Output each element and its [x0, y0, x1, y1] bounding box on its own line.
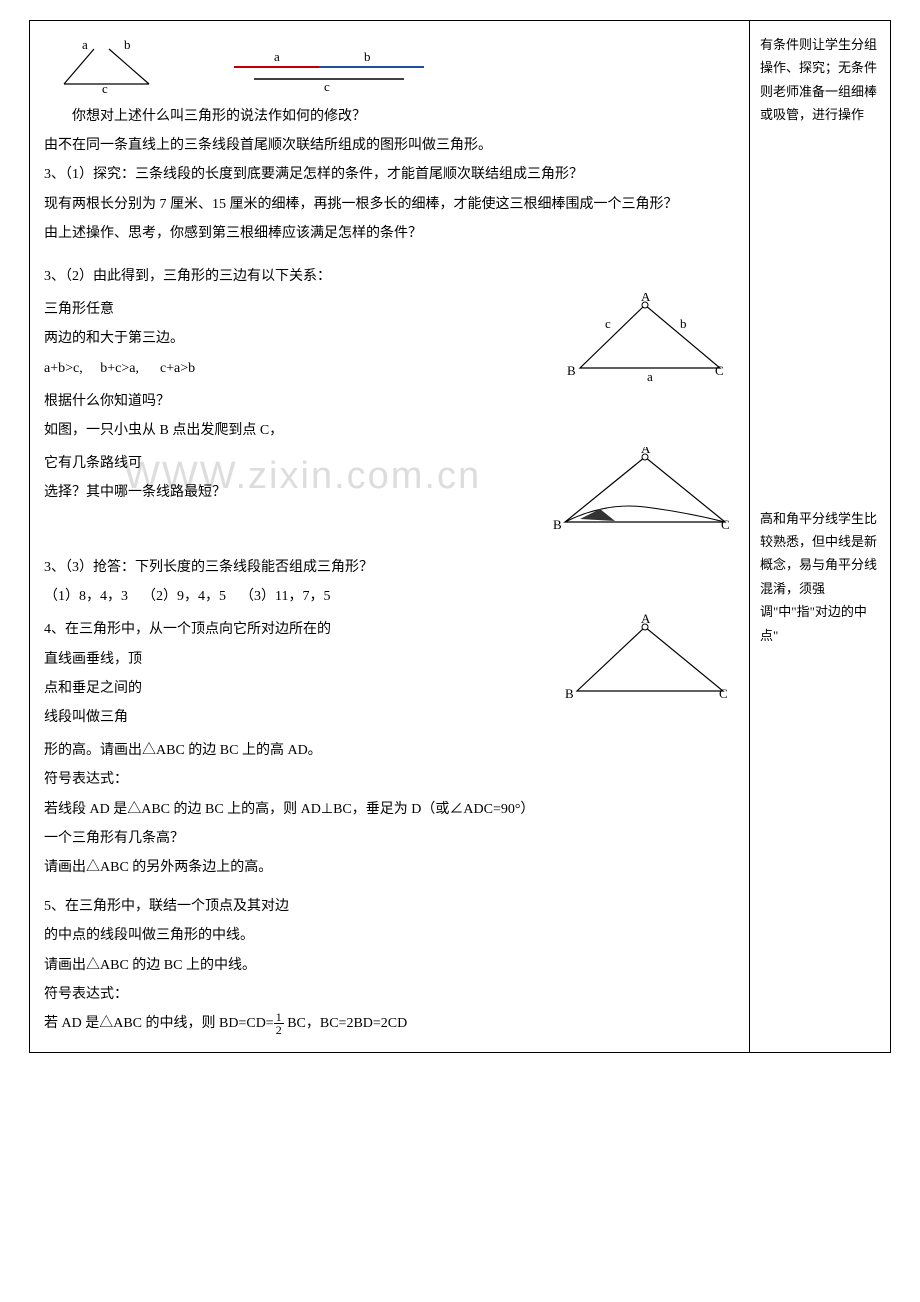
- s3-3-title: 3、（3）抢答：下列长度的三条线段能否组成三角形？: [44, 555, 735, 580]
- s5-l1: 5、在三角形中，联结一个顶点及其对边: [44, 894, 735, 919]
- triangle-small-diagram: a b c: [54, 39, 164, 94]
- bug-A: A: [641, 447, 651, 456]
- side-note-2: 高和角平分线学生比较熟悉，但中线是新概念，易与角平分线混淆，须强调"中"指"对边…: [760, 507, 880, 647]
- bug-B: B: [553, 517, 562, 532]
- line-segments-diagram: a b c: [224, 39, 444, 94]
- side-column: 有条件则让学生分组操作、探究；无条件则老师准备一组细棒或吸管，进行操作 高和角平…: [750, 21, 890, 1052]
- label-c2: c: [324, 79, 330, 94]
- s5-expr: 若 AD 是△ABC 的中线，则 BD=CD=12 BC，BC=2BD=2CD: [44, 1011, 735, 1036]
- s3-1-title: 3、（1）探究：三条线段的长度到底要满足怎样的条件，才能首尾顺次联结组成三角形？: [44, 162, 735, 187]
- s3-2-row2: WWW.zixin.com.cn 它有几条路线可 选择？其中哪一条线路最短？ A…: [44, 447, 735, 537]
- lbl-C: C: [715, 363, 724, 378]
- s4-q1: 一个三角形有几条高？: [44, 826, 735, 851]
- s3-1-q1: 现有两根长分别为 7 厘米、15 厘米的细棒，再挑一根多长的细棒，才能使这三根细…: [44, 192, 735, 217]
- s3-2-q4: 选择？其中哪一条线路最短？: [44, 480, 525, 505]
- s3-2-q1: 根据什么你知道吗？: [44, 389, 735, 414]
- fraction-half: 12: [274, 1011, 284, 1036]
- s4-sym: 符号表达式：: [44, 767, 735, 792]
- s4-l5: 形的高。请画出△ABC 的边 BC 上的高 AD。: [44, 738, 735, 763]
- triangle-abc-labeled: A B C c b a: [555, 293, 735, 383]
- s3-1-q2: 由上述操作、思考，你感到第三根细棒应该满足怎样的条件？: [44, 221, 735, 246]
- label-c: c: [102, 81, 108, 94]
- bug-C: C: [721, 517, 730, 532]
- def-triangle: 由不在同一条直线上的三条线段首尾顺次联结所组成的图形叫做三角形。: [44, 133, 735, 158]
- p-A: A: [641, 613, 651, 626]
- s4-l1: 4、在三角形中，从一个顶点向它所对边所在的: [44, 617, 535, 642]
- lbl-B: B: [567, 363, 576, 378]
- side-note-1: 有条件则让学生分组操作、探究；无条件则老师准备一组细棒或吸管，进行操作: [760, 33, 880, 127]
- lbl-b: b: [680, 316, 687, 331]
- s3-2-title: 3、（2）由此得到，三角形的三边有以下关系：: [44, 264, 735, 289]
- triangle-abc-plain: A B C: [555, 613, 735, 708]
- label-b2: b: [364, 49, 371, 64]
- main-column: a b c a b c 你想对上述什么叫三角形的说法作如何的修改？ 由不在同一条…: [30, 21, 750, 1052]
- triangle-bug-diagram: A B C: [545, 447, 735, 537]
- label-b: b: [124, 39, 131, 52]
- top-diagrams-row: a b c a b c: [54, 39, 735, 94]
- s5-l3: 请画出△ABC 的边 BC 上的中线。: [44, 953, 735, 978]
- s4-expr: 若线段 AD 是△ABC 的边 BC 上的高，则 AD⊥BC，垂足为 D（或∠A…: [44, 797, 735, 822]
- s4-l3: 点和垂足之间的: [44, 676, 535, 701]
- s4-l4: 线段叫做三角: [44, 705, 535, 730]
- q-modify: 你想对上述什么叫三角形的说法作如何的修改？: [44, 104, 735, 129]
- label-a2: a: [274, 49, 280, 64]
- lbl-a: a: [647, 369, 653, 383]
- label-a: a: [82, 39, 88, 52]
- s5-sym: 符号表达式：: [44, 982, 735, 1007]
- s3-2-rule1: 三角形任意: [44, 297, 535, 322]
- s3-2-q2: 如图，一只小虫从 B 点出发爬到点 C，: [44, 418, 735, 443]
- s4-q2: 请画出△ABC 的另外两条边上的高。: [44, 855, 735, 880]
- s4-row: 4、在三角形中，从一个顶点向它所对边所在的 直线画垂线，顶 点和垂足之间的 线段…: [44, 613, 735, 734]
- s3-2-rule2: 两边的和大于第三边。: [44, 326, 535, 351]
- p-C: C: [719, 686, 728, 701]
- s5-expr-post: BC，BC=2BD=2CD: [284, 1016, 408, 1031]
- s5-expr-pre: 若 AD 是△ABC 的中线，则 BD=CD=: [44, 1016, 274, 1031]
- lbl-c: c: [605, 316, 611, 331]
- s3-2-q3: 它有几条路线可: [44, 451, 525, 476]
- frac-den: 2: [274, 1024, 284, 1036]
- s4-l2: 直线画垂线，顶: [44, 647, 535, 672]
- s5-l2: 的中点的线段叫做三角形的中线。: [44, 923, 735, 948]
- s3-3-opts: （1）8，4，3 （2）9，4，5 （3）11，7，5: [44, 584, 735, 609]
- page-container: a b c a b c 你想对上述什么叫三角形的说法作如何的修改？ 由不在同一条…: [29, 20, 891, 1053]
- p-B: B: [565, 686, 574, 701]
- s3-2-ineq: a+b>c, b+c>a, c+a>b: [44, 356, 535, 381]
- s3-2-row: 三角形任意 两边的和大于第三边。 a+b>c, b+c>a, c+a>b A B…: [44, 293, 735, 385]
- lbl-A: A: [641, 293, 651, 304]
